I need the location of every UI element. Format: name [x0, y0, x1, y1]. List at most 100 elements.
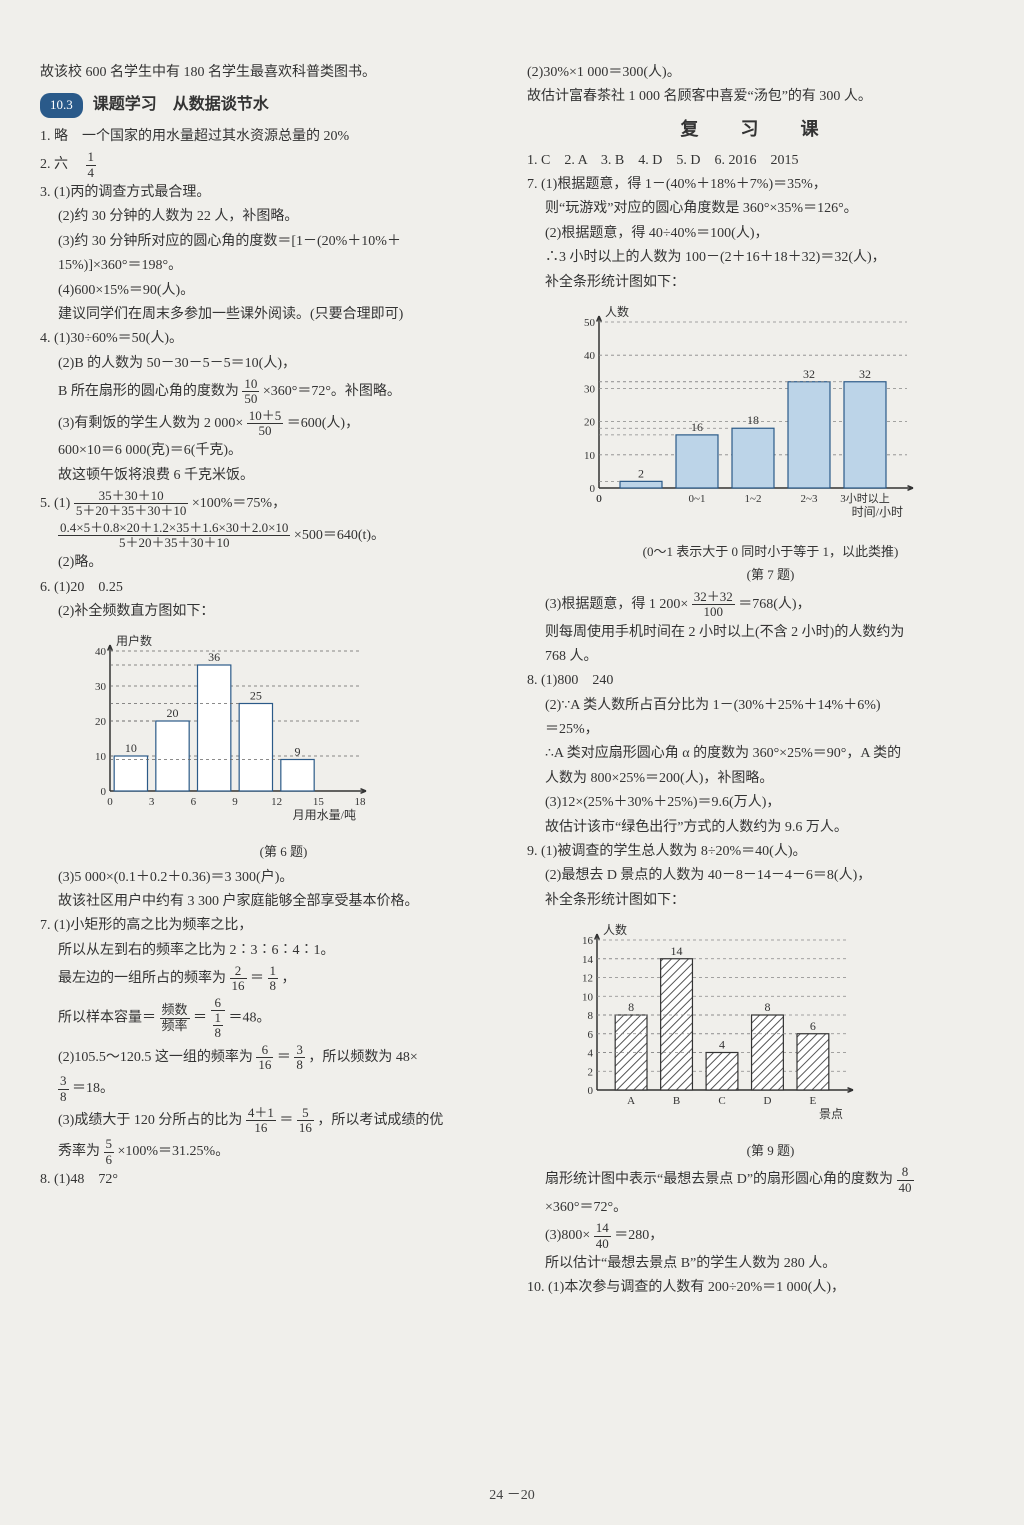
denominator: 16 [230, 979, 247, 993]
text: (3)有剩饭的学生人数为 2 000× [58, 416, 243, 431]
text: ＝600(人)， [287, 416, 359, 431]
numerator: 6 [256, 1043, 273, 1058]
svg-text:6: 6 [191, 796, 197, 808]
text-line: (2)约 30 分钟的人数为 22 人，补图略。 [40, 206, 497, 228]
numerator: 1 [213, 1011, 224, 1026]
denominator: 40 [594, 1237, 611, 1251]
svg-text:20: 20 [95, 716, 107, 728]
svg-text:20: 20 [584, 417, 596, 429]
text-line: 768 人。 [527, 646, 984, 668]
text: 扇形统计图中表示“最想去景点 D”的扇形圆心角的度数为 [545, 1172, 893, 1187]
svg-text:14: 14 [582, 954, 594, 966]
text: ＝ [277, 1050, 291, 1065]
numerator: 2 [230, 964, 247, 979]
svg-text:30: 30 [95, 681, 107, 693]
text: ＝48。 [229, 1010, 271, 1025]
text: 2. 六 [40, 157, 82, 172]
svg-text:30: 30 [584, 383, 596, 395]
text-line: ＝25%， [527, 719, 984, 741]
two-column-layout: 故该校 600 名学生中有 180 名学生最喜欢科普类图书。 10.3 课题学习… [40, 60, 984, 1485]
numerator: 3 [294, 1043, 305, 1058]
text-line: 补全条形统计图如下： [527, 272, 984, 294]
fraction: 0.4×5＋0.8×20＋1.2×35＋1.6×30＋2.0×10 5＋20＋3… [58, 521, 290, 551]
left-column: 故该校 600 名学生中有 180 名学生最喜欢科普类图书。 10.3 课题学习… [40, 60, 497, 1485]
svg-text:20: 20 [167, 706, 179, 720]
svg-text:8: 8 [628, 1000, 634, 1014]
fraction: 32＋32 100 [692, 590, 735, 620]
text: (3)800× [545, 1228, 590, 1243]
text-line: (3)有剩饭的学生人数为 2 000× 10＋5 50 ＝600(人)， [40, 409, 497, 439]
numerator: 频数 [160, 1003, 190, 1018]
section-badge: 10.3 [40, 93, 83, 118]
text-line: 7. (1)小矩形的高之比为频率之比， [40, 915, 497, 937]
fraction: 5 16 [297, 1106, 314, 1136]
text-line: 3. (1)丙的调查方式最合理。 [40, 182, 497, 204]
text-line: (2)补全频数直方图如下： [40, 601, 497, 623]
denominator: 50 [247, 424, 284, 438]
denominator: 16 [297, 1121, 314, 1135]
text: ×100%＝31.25%。 [118, 1144, 230, 1159]
text-line: 2. 六 1 4 [40, 150, 497, 180]
text-line: (3)5 000×(0.1＋0.2＋0.36)＝3 300(户)。 [40, 867, 497, 889]
text: 秀率为 [58, 1144, 100, 1159]
chart-7: 人数0102030405021618323200~11~22~33小时以上0时间… [557, 302, 984, 586]
text: ＝280， [614, 1228, 663, 1243]
fraction: 频数 频率 [160, 1003, 190, 1033]
text-line: 6. (1)20 0.25 [40, 577, 497, 599]
chart-9-svg: 人数0246810121416814486ABCDE景点 [557, 920, 857, 1130]
text-line: (2)最想去 D 景点的人数为 40－8－14－4－6＝8(人)， [527, 865, 984, 887]
svg-text:0: 0 [101, 786, 107, 798]
numerator: 8 [897, 1165, 914, 1180]
text-line: ∴A 类对应扇形圆心角 α 的度数为 360°×25%＝90°，A 类的 [527, 743, 984, 765]
text: 5. (1) [40, 496, 70, 511]
text-line: (2)略。 [40, 552, 497, 574]
fraction: 3 8 [58, 1074, 69, 1104]
text-line: (2)根据题意，得 40÷40%＝100(人)， [527, 223, 984, 245]
text-line: 所以从左到右的频率之比为 2∶3∶6∶4∶1。 [40, 940, 497, 962]
denominator: 8 [294, 1058, 305, 1072]
text-line: 则每周使用手机时间在 2 小时以上(不含 2 小时)的人数约为 [527, 622, 984, 644]
fraction: 35＋30＋10 5＋20＋35＋30＋10 [74, 489, 189, 519]
text-line: 故该社区用户中约有 3 300 户家庭能够全部享受基本价格。 [40, 891, 497, 913]
text-line: 扇形统计图中表示“最想去景点 D”的扇形圆心角的度数为 8 40 [527, 1165, 984, 1195]
svg-text:2: 2 [588, 1066, 594, 1078]
svg-text:36: 36 [208, 650, 220, 664]
denominator: 4 [86, 166, 97, 180]
svg-text:1~2: 1~2 [745, 493, 762, 505]
svg-text:14: 14 [671, 944, 683, 958]
fraction: 4＋1 16 [246, 1106, 276, 1136]
text-line: 7. (1)根据题意，得 1－(40%＋18%＋7%)＝35%， [527, 174, 984, 196]
svg-text:6: 6 [588, 1029, 594, 1041]
section-title: 课题学习 从数据谈节水 [93, 92, 269, 118]
svg-text:C: C [718, 1095, 725, 1107]
svg-text:18: 18 [747, 413, 759, 427]
svg-text:25: 25 [250, 689, 262, 703]
text-line: 15%)]×360°＝198°。 [40, 255, 497, 277]
text: ×100%＝75%， [192, 496, 286, 511]
fraction: 8 40 [897, 1165, 914, 1195]
text-line: B 所在扇形的圆心角的度数为 10 50 ×360°＝72°。补图略。 [40, 377, 497, 407]
text: 最左边的一组所占的频率为 [58, 971, 226, 986]
svg-text:10: 10 [125, 741, 137, 755]
svg-text:40: 40 [95, 646, 107, 658]
section-header: 10.3 课题学习 从数据谈节水 [40, 92, 497, 118]
svg-text:3小时以上: 3小时以上 [840, 492, 890, 505]
numerator: 35＋30＋10 [74, 489, 189, 504]
svg-text:4: 4 [719, 1038, 725, 1052]
numerator: 1 [268, 964, 279, 979]
svg-text:16: 16 [582, 935, 594, 947]
text: ＝ [250, 971, 264, 986]
text-line: 9. (1)被调查的学生总人数为 8÷20%＝40(人)。 [527, 841, 984, 863]
text-line: 4. (1)30÷60%＝50(人)。 [40, 328, 497, 350]
text-line: 10. (1)本次参与调查的人数有 200÷20%＝1 000(人)， [527, 1277, 984, 1299]
right-column: (2)30%×1 000＝300(人)。 故估计富春茶社 1 000 名顾客中喜… [527, 60, 984, 1485]
text: ＝768(人)， [738, 597, 810, 612]
text: ＝ [279, 1113, 293, 1128]
svg-text:8: 8 [588, 1010, 594, 1022]
text: B 所在扇形的圆心角的度数为 [58, 384, 239, 399]
svg-text:E: E [810, 1095, 817, 1107]
svg-text:0: 0 [590, 483, 596, 495]
svg-text:0: 0 [107, 796, 113, 808]
svg-text:12: 12 [582, 973, 593, 985]
text-line: 故估计该市“绿色出行”方式的人数约为 9.6 万人。 [527, 817, 984, 839]
